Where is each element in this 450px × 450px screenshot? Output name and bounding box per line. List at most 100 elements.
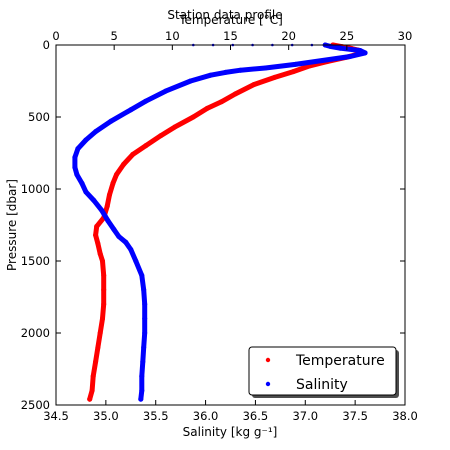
x-bottom-tick-label: 38.0 xyxy=(392,409,418,423)
temperature-data-point xyxy=(101,287,107,293)
salinity-data-point xyxy=(208,72,214,78)
salinity-data-point xyxy=(163,88,169,94)
temperature-data-point xyxy=(89,388,95,394)
x-top-tick-label: 15 xyxy=(223,29,238,43)
temperature-data-point xyxy=(272,74,278,80)
x-top-tick-label: 0 xyxy=(52,29,59,43)
salinity-data-point xyxy=(142,301,148,307)
series-layer xyxy=(72,42,368,402)
salinity-data-point xyxy=(138,396,144,402)
temperature-data-point xyxy=(290,69,296,75)
salinity-data-point xyxy=(128,107,134,113)
salinity-data-point xyxy=(72,164,78,170)
salinity-data-point xyxy=(99,208,105,214)
legend: Temperature Salinity xyxy=(248,346,399,398)
salinity-data-point xyxy=(141,344,147,350)
x-bottom-tick-label: 36.5 xyxy=(243,409,269,423)
salinity-data-point xyxy=(139,388,145,394)
temperature-data-point xyxy=(93,359,99,365)
x-bottom-tick-label: 34.5 xyxy=(43,409,69,423)
y-tick-label: 500 xyxy=(28,110,50,124)
temperature-data-point xyxy=(94,223,100,229)
salinity-data-point xyxy=(140,359,146,365)
temperature-data-point xyxy=(87,396,93,402)
salinity-data-point xyxy=(142,330,148,336)
legend-box xyxy=(248,346,397,396)
salinity-data-point xyxy=(93,128,99,134)
temperature-data-point xyxy=(110,180,116,186)
temperature-data-point xyxy=(101,301,107,307)
temperature-series-line xyxy=(87,42,365,402)
temperature-data-point xyxy=(90,373,96,379)
legend-marker-salinity xyxy=(265,381,271,387)
temperature-data-point xyxy=(218,99,224,105)
temperature-data-point xyxy=(251,82,257,88)
x-bottom-tick-label: 37.0 xyxy=(292,409,318,423)
salinity-data-point xyxy=(337,45,343,51)
salinity-data-point xyxy=(262,65,268,71)
salinity-data-point xyxy=(75,146,81,152)
salinity-data-point xyxy=(108,118,114,124)
salinity-data-point xyxy=(83,189,89,195)
salinity-series-line xyxy=(72,42,368,402)
salinity-data-point xyxy=(91,198,97,203)
salinity-data-point xyxy=(238,67,243,73)
y-tick-label: 0 xyxy=(43,38,50,52)
salinity-data-point xyxy=(142,316,148,322)
salinity-data-point xyxy=(188,78,194,84)
x-top-tick-label: 5 xyxy=(111,29,118,43)
salinity-data-point xyxy=(139,272,145,278)
salinity-data-point xyxy=(105,218,111,224)
salinity-data-point xyxy=(362,50,368,56)
temperature-data-point xyxy=(95,241,101,247)
temperature-data-point xyxy=(190,114,196,120)
temperature-data-point xyxy=(97,251,103,257)
chart-title: Station data profile xyxy=(167,8,282,22)
legend-marker-temperature xyxy=(265,357,271,363)
temperature-data-point xyxy=(100,316,105,322)
y-tick-label: 2500 xyxy=(21,398,50,412)
temperature-data-point xyxy=(121,162,126,167)
temperature-data-point xyxy=(93,232,99,238)
salinity-data-point xyxy=(83,137,89,143)
salinity-data-point xyxy=(223,69,228,75)
x-top-tick-label: 30 xyxy=(398,29,413,43)
temperature-data-point xyxy=(97,330,103,336)
x-top-tick-label: 25 xyxy=(340,29,355,43)
temperature-data-point xyxy=(100,258,105,264)
temperature-data-point xyxy=(114,172,119,178)
salinity-data-point xyxy=(123,239,129,245)
salinity-data-point xyxy=(133,258,139,264)
salinity-data-point xyxy=(72,154,78,160)
salinity-data-point xyxy=(116,234,122,239)
temperature-data-point xyxy=(104,203,110,209)
temperature-data-point xyxy=(95,344,101,350)
salinity-data-point xyxy=(128,247,134,252)
salinity-data-point xyxy=(111,226,117,232)
salinity-data-point xyxy=(141,287,147,293)
salinity-data-point xyxy=(357,48,363,53)
y-tick-label: 2000 xyxy=(21,326,50,340)
bottom-axis-title: Salinity [kg g⁻¹] xyxy=(183,425,278,439)
temperature-data-point xyxy=(172,124,178,130)
temperature-data-point xyxy=(130,151,136,157)
top-axis-title: Temperature [°C] xyxy=(178,13,283,27)
temperature-data-point xyxy=(232,91,238,97)
x-top-tick-label: 10 xyxy=(165,29,180,43)
salinity-data-point xyxy=(347,54,353,59)
x-top-tick-label: 20 xyxy=(281,29,296,43)
salinity-data-point xyxy=(143,98,149,104)
legend-label-salinity: Salinity xyxy=(296,377,348,393)
y-axis-title: Pressure [dbar] xyxy=(5,179,19,271)
temperature-data-point xyxy=(107,192,112,198)
y-tick-label: 1500 xyxy=(21,254,50,268)
y-tick-label: 1000 xyxy=(21,182,50,196)
x-bottom-tick-label: 35.0 xyxy=(93,409,119,423)
x-bottom-tick-label: 37.5 xyxy=(342,409,368,423)
legend-label-temperature: Temperature xyxy=(295,353,385,369)
salinity-data-point xyxy=(292,61,298,67)
salinity-data-point xyxy=(139,373,145,379)
temperature-data-point xyxy=(101,272,107,278)
